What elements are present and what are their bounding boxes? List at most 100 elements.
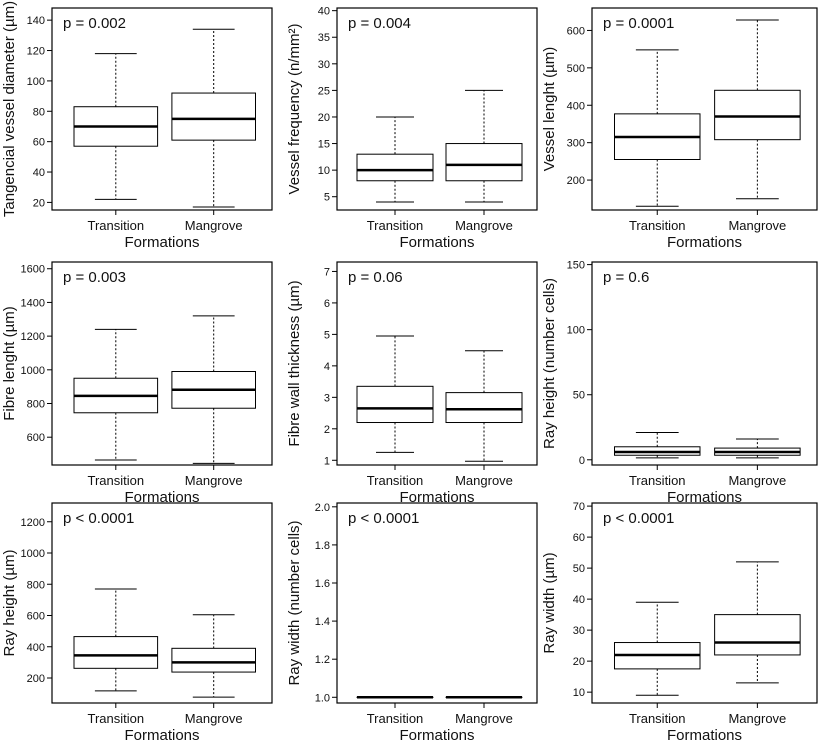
plot-frame: [591, 261, 818, 466]
box-transition: [614, 49, 701, 207]
y-axis-title: Fibre lenght (µm): [1, 306, 18, 421]
category-label: Mangrove: [185, 218, 243, 233]
p-value-label: p = 0.0001: [603, 15, 674, 32]
category-label: Mangrove: [728, 473, 786, 488]
y-tick-label: 4: [324, 361, 330, 373]
y-tick-label: 140: [27, 15, 45, 27]
x-axis-title: Formations: [667, 489, 742, 506]
y-tick-label: 200: [27, 673, 45, 685]
y-tick-label: 100: [567, 325, 585, 337]
x-axis-title: Formations: [399, 489, 474, 506]
panel-4: 600 800 1000 1200 1400 1600 Transition Mangrove…: [1, 261, 273, 506]
category-label: Transition: [629, 218, 686, 233]
y-tick-label: 70: [573, 501, 585, 513]
p-value-label: p = 0.6: [603, 269, 649, 286]
iqr-box: [356, 153, 434, 182]
x-axis-title: Formations: [667, 727, 742, 742]
category-label: Transition: [87, 711, 144, 726]
panel-8: 1.0 1.2 1.4 1.6 1.8 2.0 Transition MangroveForm…: [286, 502, 538, 742]
y-tick-label: 50: [573, 390, 585, 402]
y-tick-label: 600: [27, 432, 45, 444]
x-axis-title: Formations: [667, 234, 742, 251]
p-value-label: p = 0.002: [63, 15, 126, 32]
box-transition: [356, 116, 434, 203]
y-tick-label: 300: [567, 138, 585, 150]
box-transition: [356, 335, 434, 453]
y-tick-label: 7: [324, 266, 330, 278]
category-label: Transition: [629, 473, 686, 488]
category-label: Transition: [367, 218, 424, 233]
y-tick-label: 500: [567, 63, 585, 75]
box-mangrove: [714, 19, 801, 200]
y-tick-label: 1600: [21, 264, 45, 276]
y-tick-label: 20: [573, 656, 585, 668]
y-tick-label: 120: [27, 46, 45, 58]
panel-9: 10 20 30 40 50 60 70 Transition MangroveFormatio…: [541, 501, 818, 742]
y-tick-label: 1: [324, 455, 330, 467]
category-label: Transition: [87, 218, 144, 233]
box-transition: [614, 431, 701, 459]
y-tick-label: 10: [318, 165, 330, 177]
panel-1: 20 40 60 80 100 120 140 Transition MangroveForma…: [1, 1, 273, 251]
y-axis-title: Ray width (µm): [541, 552, 558, 653]
y-tick-label: 600: [27, 611, 45, 623]
y-tick-label: 1.4: [315, 616, 330, 628]
category-label: Transition: [87, 473, 144, 488]
category-label: Mangrove: [455, 218, 513, 233]
y-tick-label: 1000: [21, 548, 45, 560]
y-tick-label: 800: [27, 579, 45, 591]
y-tick-label: 20: [318, 112, 330, 124]
y-tick-label: 2.0: [315, 502, 330, 514]
x-axis-title: Formations: [124, 727, 199, 742]
y-tick-label: 100: [27, 76, 45, 88]
y-axis-title: Ray height (number cells): [541, 278, 558, 449]
box-transition: [73, 53, 159, 200]
plot-frame: [51, 261, 273, 466]
y-axis-title: Ray width (number cells): [286, 520, 303, 685]
box-transition: [614, 601, 701, 696]
iqr-box: [445, 143, 523, 182]
panel-7: 200 400 600 800 1000 1200 Transition MangroveFo…: [1, 502, 273, 742]
box-mangrove: [445, 350, 523, 462]
y-tick-label: 200: [567, 175, 585, 187]
plot-frame: [336, 502, 538, 704]
y-tick-label: 1.6: [315, 578, 330, 590]
y-tick-label: 1200: [21, 517, 45, 529]
y-tick-label: 600: [567, 25, 585, 37]
category-label: Mangrove: [728, 218, 786, 233]
y-tick-label: 1.8: [315, 540, 330, 552]
y-tick-label: 15: [318, 139, 330, 151]
box-mangrove: [714, 561, 801, 684]
p-value-label: p < 0.0001: [603, 510, 674, 527]
y-tick-label: 40: [318, 6, 330, 18]
y-axis-title: Fibre wall thickness (µm): [286, 280, 303, 446]
y-tick-label: 6: [324, 298, 330, 310]
box-mangrove: [171, 28, 256, 208]
x-axis-title: Formations: [124, 489, 199, 506]
y-tick-label: 60: [573, 532, 585, 544]
y-tick-label: 35: [318, 32, 330, 44]
plot-frame: [336, 7, 538, 211]
y-tick-label: 1200: [21, 331, 45, 343]
p-value-label: p = 0.004: [348, 15, 411, 32]
y-axis-title: Tangencial vessel diameter (µm): [1, 1, 18, 217]
x-axis-title: Formations: [124, 234, 199, 251]
plot-frame: [591, 7, 818, 211]
panel-2: 5 10 15 20 25 30 35 40 Transition MangroveFormati…: [286, 6, 538, 251]
iqr-box: [171, 647, 256, 673]
category-label: Mangrove: [185, 711, 243, 726]
box-mangrove: [171, 614, 256, 698]
y-axis-title: Ray height (µm): [1, 549, 18, 656]
p-value-label: p = 0.06: [348, 269, 403, 286]
category-label: Mangrove: [185, 473, 243, 488]
y-tick-label: 40: [33, 167, 45, 179]
y-tick-label: 800: [27, 399, 45, 411]
box-transition: [73, 588, 159, 692]
p-value-label: p < 0.0001: [348, 510, 419, 527]
y-tick-label: 400: [567, 100, 585, 112]
category-label: Transition: [367, 473, 424, 488]
y-tick-label: 150: [567, 260, 585, 272]
